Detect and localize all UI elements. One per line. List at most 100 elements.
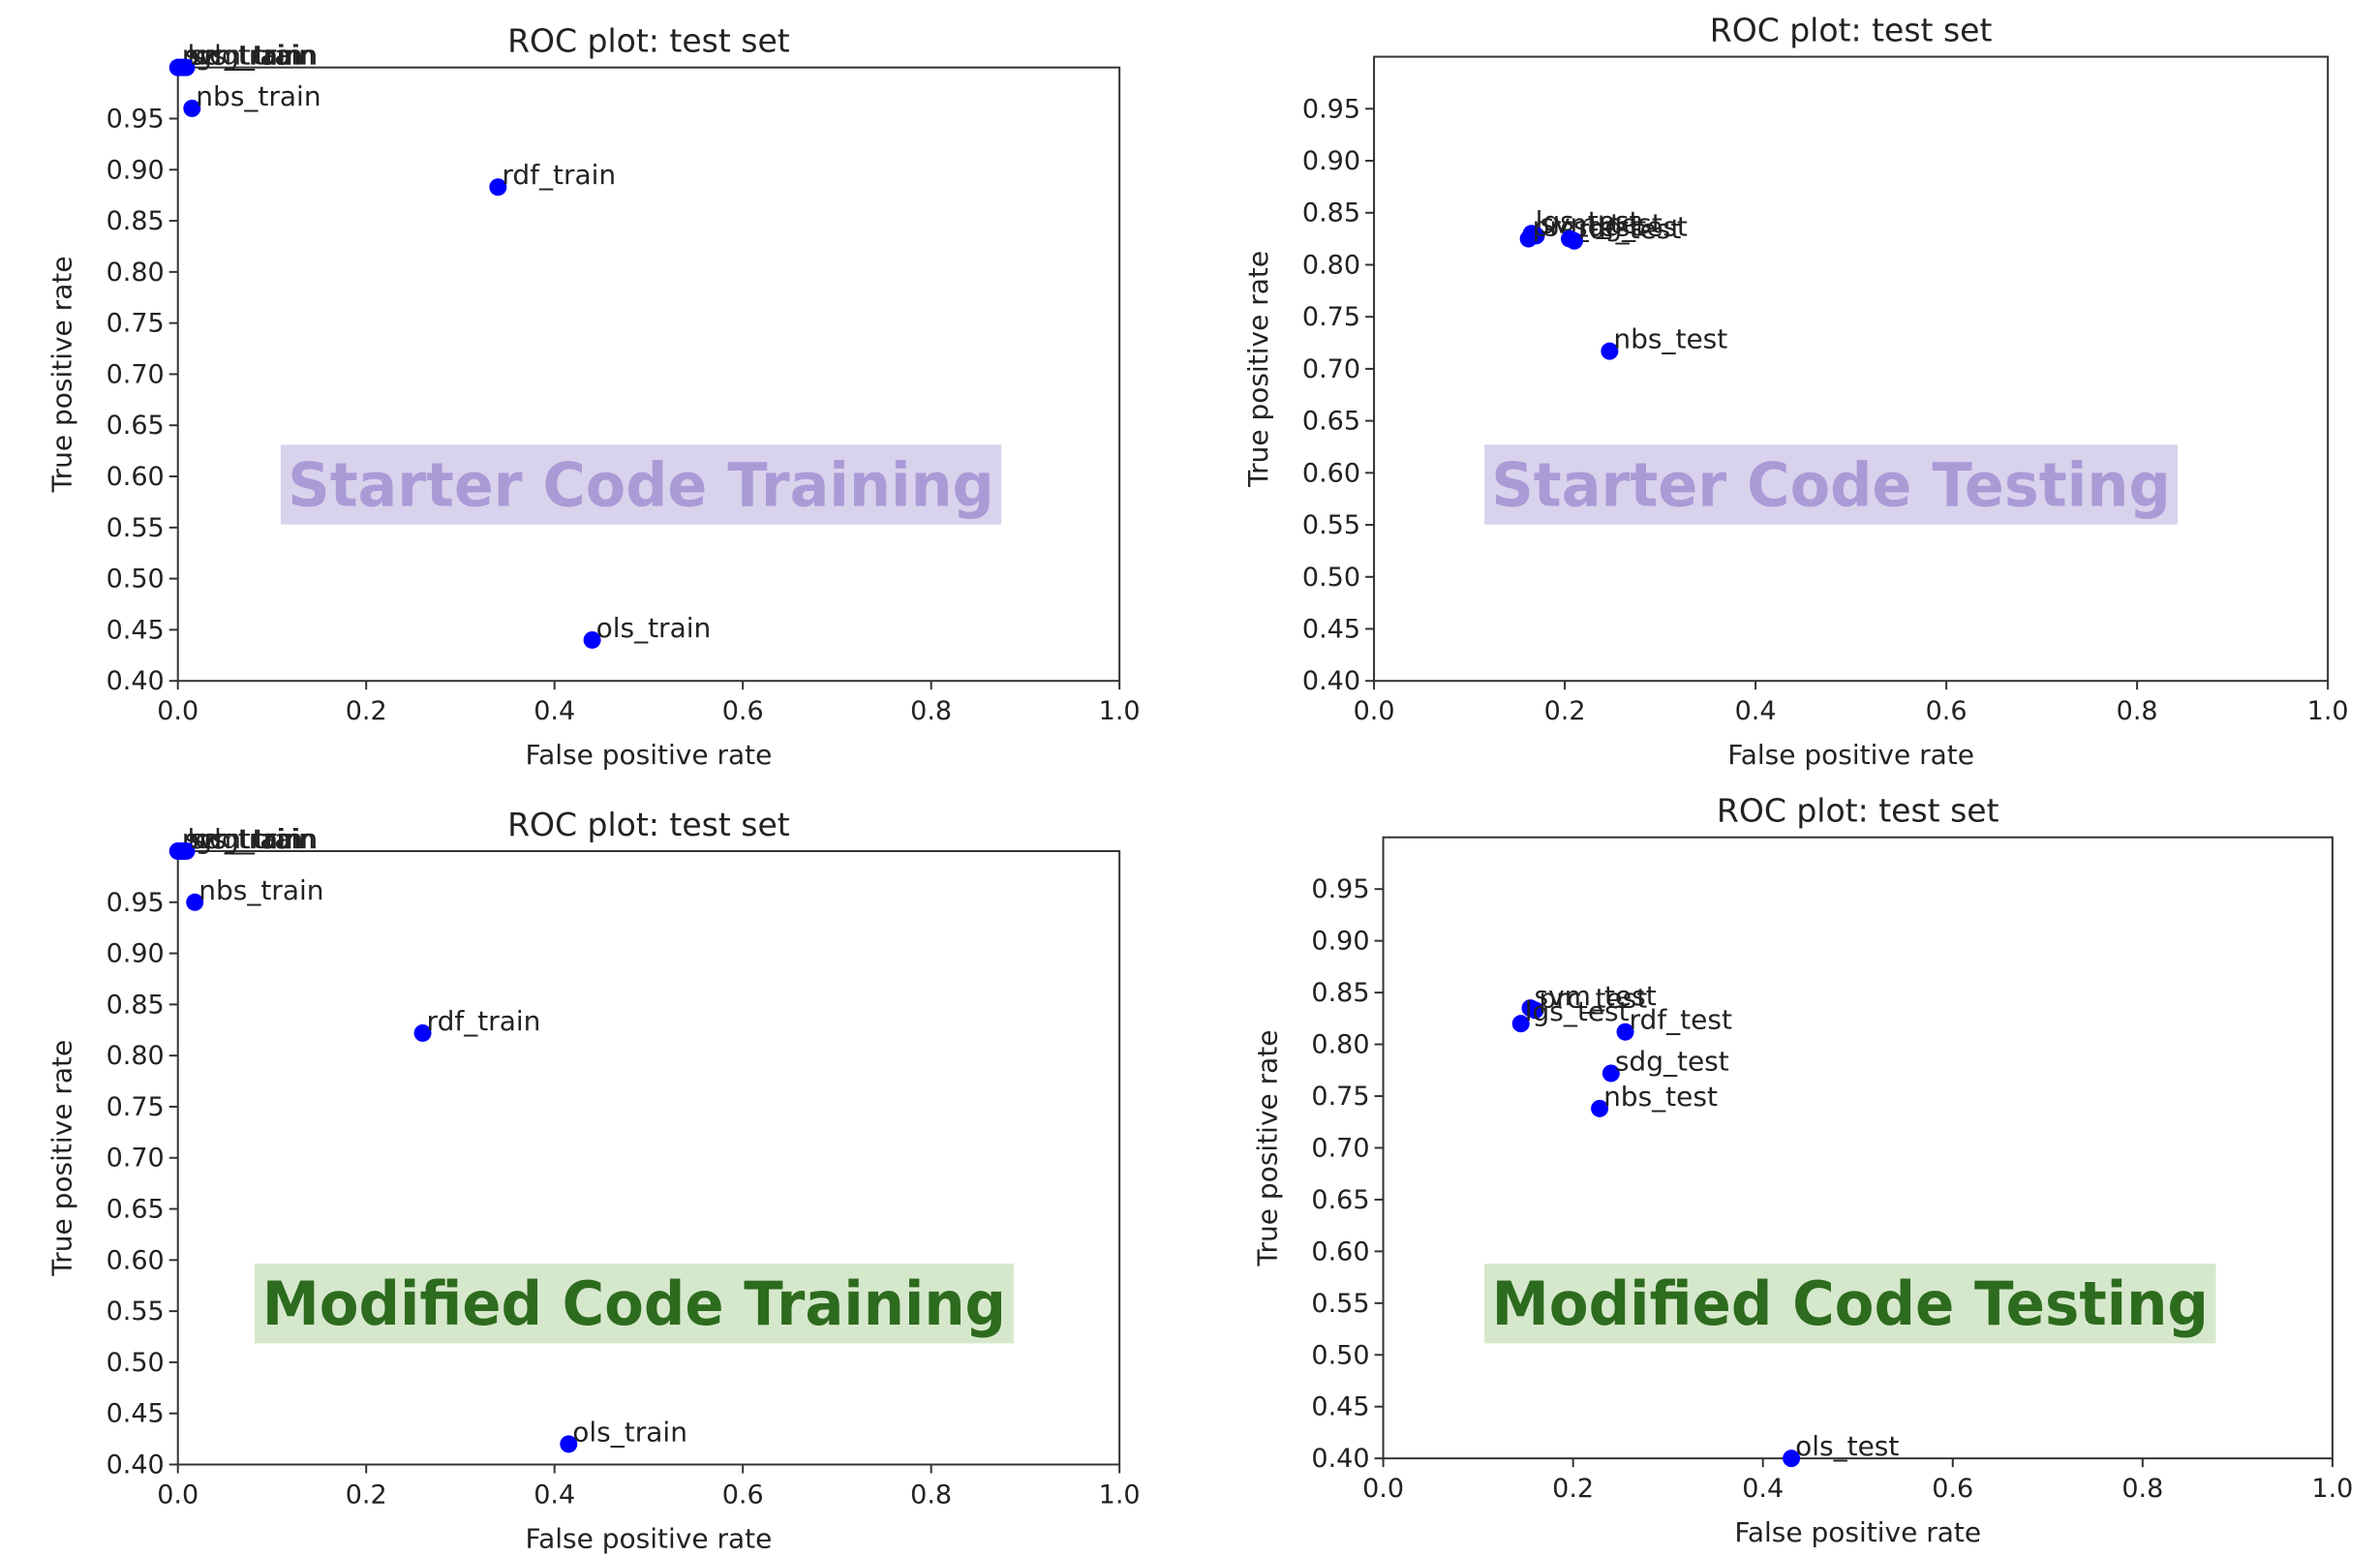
y-tick-label: 0.40 xyxy=(107,1450,165,1480)
y-tick-label: 0.40 xyxy=(1302,666,1360,696)
y-tick-label: 0.60 xyxy=(107,462,165,492)
data-point xyxy=(1591,1099,1609,1117)
overlay-banner xyxy=(280,444,1002,525)
chart-title: ROC plot: test set xyxy=(507,806,790,843)
y-tick-label: 0.90 xyxy=(1302,146,1360,176)
x-axis-label: False positive rate xyxy=(1727,739,1974,771)
data-point xyxy=(1616,1023,1634,1041)
y-tick-label: 0.45 xyxy=(1302,614,1360,644)
data-point-label: nbs_train xyxy=(198,874,323,906)
data-point-label: sdg_train xyxy=(190,40,315,72)
x-tick-label: 0.4 xyxy=(1735,696,1777,726)
y-tick-label: 0.80 xyxy=(107,1041,165,1071)
y-tick-label: 0.95 xyxy=(1302,94,1360,124)
plot-frame xyxy=(176,849,1121,1466)
overlay-banner xyxy=(1484,1264,2216,1344)
plot-frame xyxy=(1373,55,2330,683)
y-tick-label: 0.65 xyxy=(107,1195,165,1225)
x-tick-label: 0.4 xyxy=(1742,1474,1784,1504)
y-tick-label: 0.75 xyxy=(107,1092,165,1122)
x-axis-label: False positive rate xyxy=(1734,1516,1981,1548)
data-point-label: sdg_train xyxy=(190,823,315,855)
y-tick-label: 0.55 xyxy=(107,513,165,543)
data-point xyxy=(413,1023,432,1042)
x-tick-label: 0.0 xyxy=(157,1480,198,1510)
data-point xyxy=(1601,342,1619,360)
overlay-banner-text: Starter Code Testing xyxy=(1491,449,2171,520)
x-tick-label: 1.0 xyxy=(2307,696,2349,726)
y-tick-label: 0.40 xyxy=(107,666,165,696)
y-tick-label: 0.85 xyxy=(1311,978,1369,1008)
y-tick-label: 0.50 xyxy=(107,565,165,595)
roc-panel-3: ROC plot: test set 0.0 0.2 0.4 0.6 0.8 1.0 0.40… xyxy=(46,806,1141,1555)
y-axis-label: True positive rate xyxy=(1242,251,1274,488)
data-point-label: prc_test xyxy=(1539,982,1647,1014)
roc-panel-2: ROC plot: test set 0.0 0.2 0.4 0.6 0.8 1.0 0.40… xyxy=(1242,12,2349,772)
y-tick-label: 0.80 xyxy=(1311,1030,1369,1060)
data-point xyxy=(1565,231,1583,250)
y-tick-label: 0.55 xyxy=(107,1297,165,1327)
data-point xyxy=(177,58,196,76)
data-point-label: sdg_test xyxy=(1573,211,1688,243)
y-tick-label: 0.85 xyxy=(1302,198,1360,229)
data-point-label: rdf_train xyxy=(427,1005,541,1037)
data-point-label: prc_train xyxy=(182,40,301,72)
y-tick-label: 0.85 xyxy=(107,206,165,236)
data-point-label: nbs_train xyxy=(196,80,320,112)
y-tick-label: 0.80 xyxy=(107,258,165,288)
data-point-label: ols_test xyxy=(1795,1430,1899,1462)
data-point-label: rdf_train xyxy=(502,159,616,191)
x-tick-label: 0.6 xyxy=(1926,696,1968,726)
data-point-label: ols_train xyxy=(596,612,712,644)
x-tick-label: 0.2 xyxy=(346,1480,387,1510)
y-tick-label: 0.70 xyxy=(1311,1133,1369,1163)
data-point-label: lgs_test xyxy=(1525,995,1630,1027)
y-tick-label: 0.75 xyxy=(1311,1082,1369,1112)
y-tick-label: 0.90 xyxy=(1311,927,1369,957)
data-point-label: rdf_test xyxy=(1630,1004,1732,1036)
chart-title: ROC plot: test set xyxy=(1710,12,1993,49)
y-tick-label: 0.75 xyxy=(107,309,165,339)
y-tick-label: 0.95 xyxy=(107,888,165,918)
data-point xyxy=(560,1435,578,1453)
y-tick-label: 0.70 xyxy=(107,1144,165,1174)
x-tick-label: 0.0 xyxy=(1362,1474,1404,1504)
x-axis-label: False positive rate xyxy=(526,1522,773,1554)
y-tick-label: 0.55 xyxy=(1311,1289,1369,1319)
y-tick-label: 0.40 xyxy=(1311,1444,1369,1474)
x-tick-label: 0.0 xyxy=(1354,696,1395,726)
y-tick-label: 0.50 xyxy=(1302,563,1360,593)
data-point xyxy=(489,178,507,197)
chart-title: ROC plot: test set xyxy=(1717,792,1999,830)
data-point xyxy=(583,630,601,649)
x-axis-label: False positive rate xyxy=(526,739,773,771)
y-axis-label: True positive rate xyxy=(46,256,78,493)
data-point xyxy=(1526,1001,1544,1020)
data-point-label: lgs_train xyxy=(188,823,303,855)
x-tick-label: 0.6 xyxy=(1932,1474,1973,1504)
y-tick-label: 0.65 xyxy=(1311,1185,1369,1215)
plot-frame xyxy=(1382,836,2334,1460)
y-tick-label: 0.65 xyxy=(107,411,165,441)
x-tick-label: 0.8 xyxy=(910,696,952,726)
data-point xyxy=(1602,1064,1620,1083)
x-tick-label: 0.4 xyxy=(534,1480,575,1510)
x-tick-label: 1.0 xyxy=(1099,696,1141,726)
data-point xyxy=(186,893,204,911)
x-tick-label: 0.6 xyxy=(722,696,764,726)
data-point-label: lgs_test xyxy=(1536,205,1640,237)
y-tick-label: 0.80 xyxy=(1302,250,1360,280)
overlay-banner-text: Modified Code Training xyxy=(262,1268,1006,1339)
y-tick-label: 0.55 xyxy=(1302,510,1360,540)
y-tick-label: 0.65 xyxy=(1302,407,1360,437)
x-tick-label: 0.8 xyxy=(2121,1474,2163,1504)
y-tick-label: 0.70 xyxy=(1302,354,1360,384)
y-tick-label: 0.85 xyxy=(107,990,165,1020)
y-tick-label: 0.45 xyxy=(1311,1392,1369,1422)
y-tick-label: 0.45 xyxy=(107,1399,165,1429)
chart-title: ROC plot: test set xyxy=(507,22,790,60)
data-point xyxy=(183,99,201,117)
y-tick-label: 0.45 xyxy=(107,615,165,645)
y-tick-label: 0.90 xyxy=(107,939,165,969)
